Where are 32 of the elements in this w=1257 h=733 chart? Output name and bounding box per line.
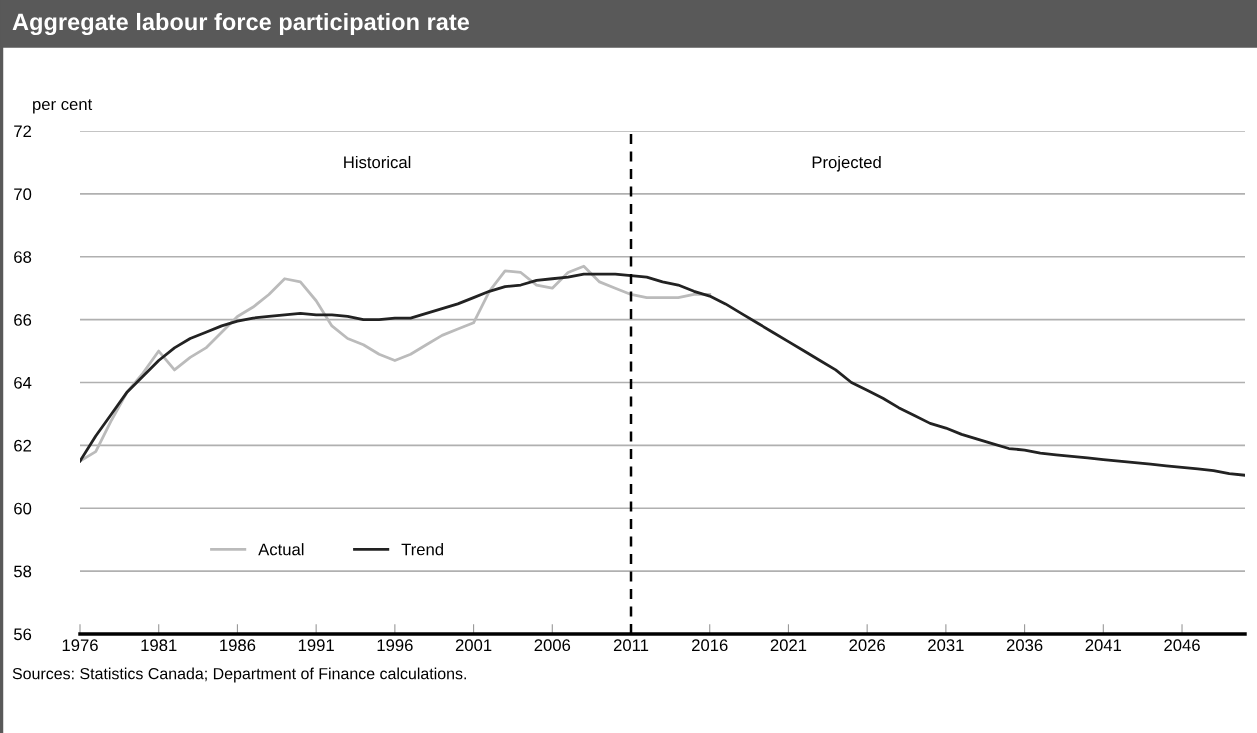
x-tick-label: 1986 xyxy=(220,639,256,652)
x-tick-label: 2001 xyxy=(455,639,492,652)
x-tick-label: 2026 xyxy=(849,639,885,652)
y-tick-label: 62 xyxy=(14,439,32,452)
x-tick-label: 1991 xyxy=(298,639,334,652)
y-axis-title: per cent xyxy=(33,99,93,114)
y-tick-label: 66 xyxy=(14,314,32,326)
legend-label: Trend xyxy=(401,543,443,556)
x-tick-label: 1981 xyxy=(141,639,177,652)
x-tick-label: 2041 xyxy=(1085,639,1122,652)
annotation: Historical xyxy=(344,155,411,169)
y-tick-label: 64 xyxy=(14,376,32,389)
x-tick-label: 2046 xyxy=(1164,639,1200,652)
legend-label: Actual xyxy=(258,543,304,556)
x-tick-label: 1976 xyxy=(62,639,98,652)
y-tick-label: 68 xyxy=(14,251,32,263)
x-tick-label: 2006 xyxy=(534,639,571,652)
chart-title: Aggregate labour force participation rate xyxy=(12,12,470,36)
x-tick-label: 2016 xyxy=(692,639,728,652)
line-series xyxy=(80,272,1245,477)
source-note: Sources: Statistics Canada; Department of Finance calculations. xyxy=(12,667,466,683)
x-tick-label: 2011 xyxy=(613,639,649,652)
x-tick-label: 2021 xyxy=(770,639,807,652)
x-tick-label: 2036 xyxy=(1006,639,1043,652)
y-tick-label: 60 xyxy=(14,502,32,515)
x-tick-label: 1996 xyxy=(377,639,413,652)
annotation: Projected xyxy=(812,155,881,172)
y-tick-label: 70 xyxy=(14,188,32,201)
y-tick-label: 56 xyxy=(14,628,32,641)
y-tick-label: 72 xyxy=(14,125,32,138)
x-tick-label: 2031 xyxy=(928,639,964,652)
y-tick-label: 58 xyxy=(14,565,32,578)
